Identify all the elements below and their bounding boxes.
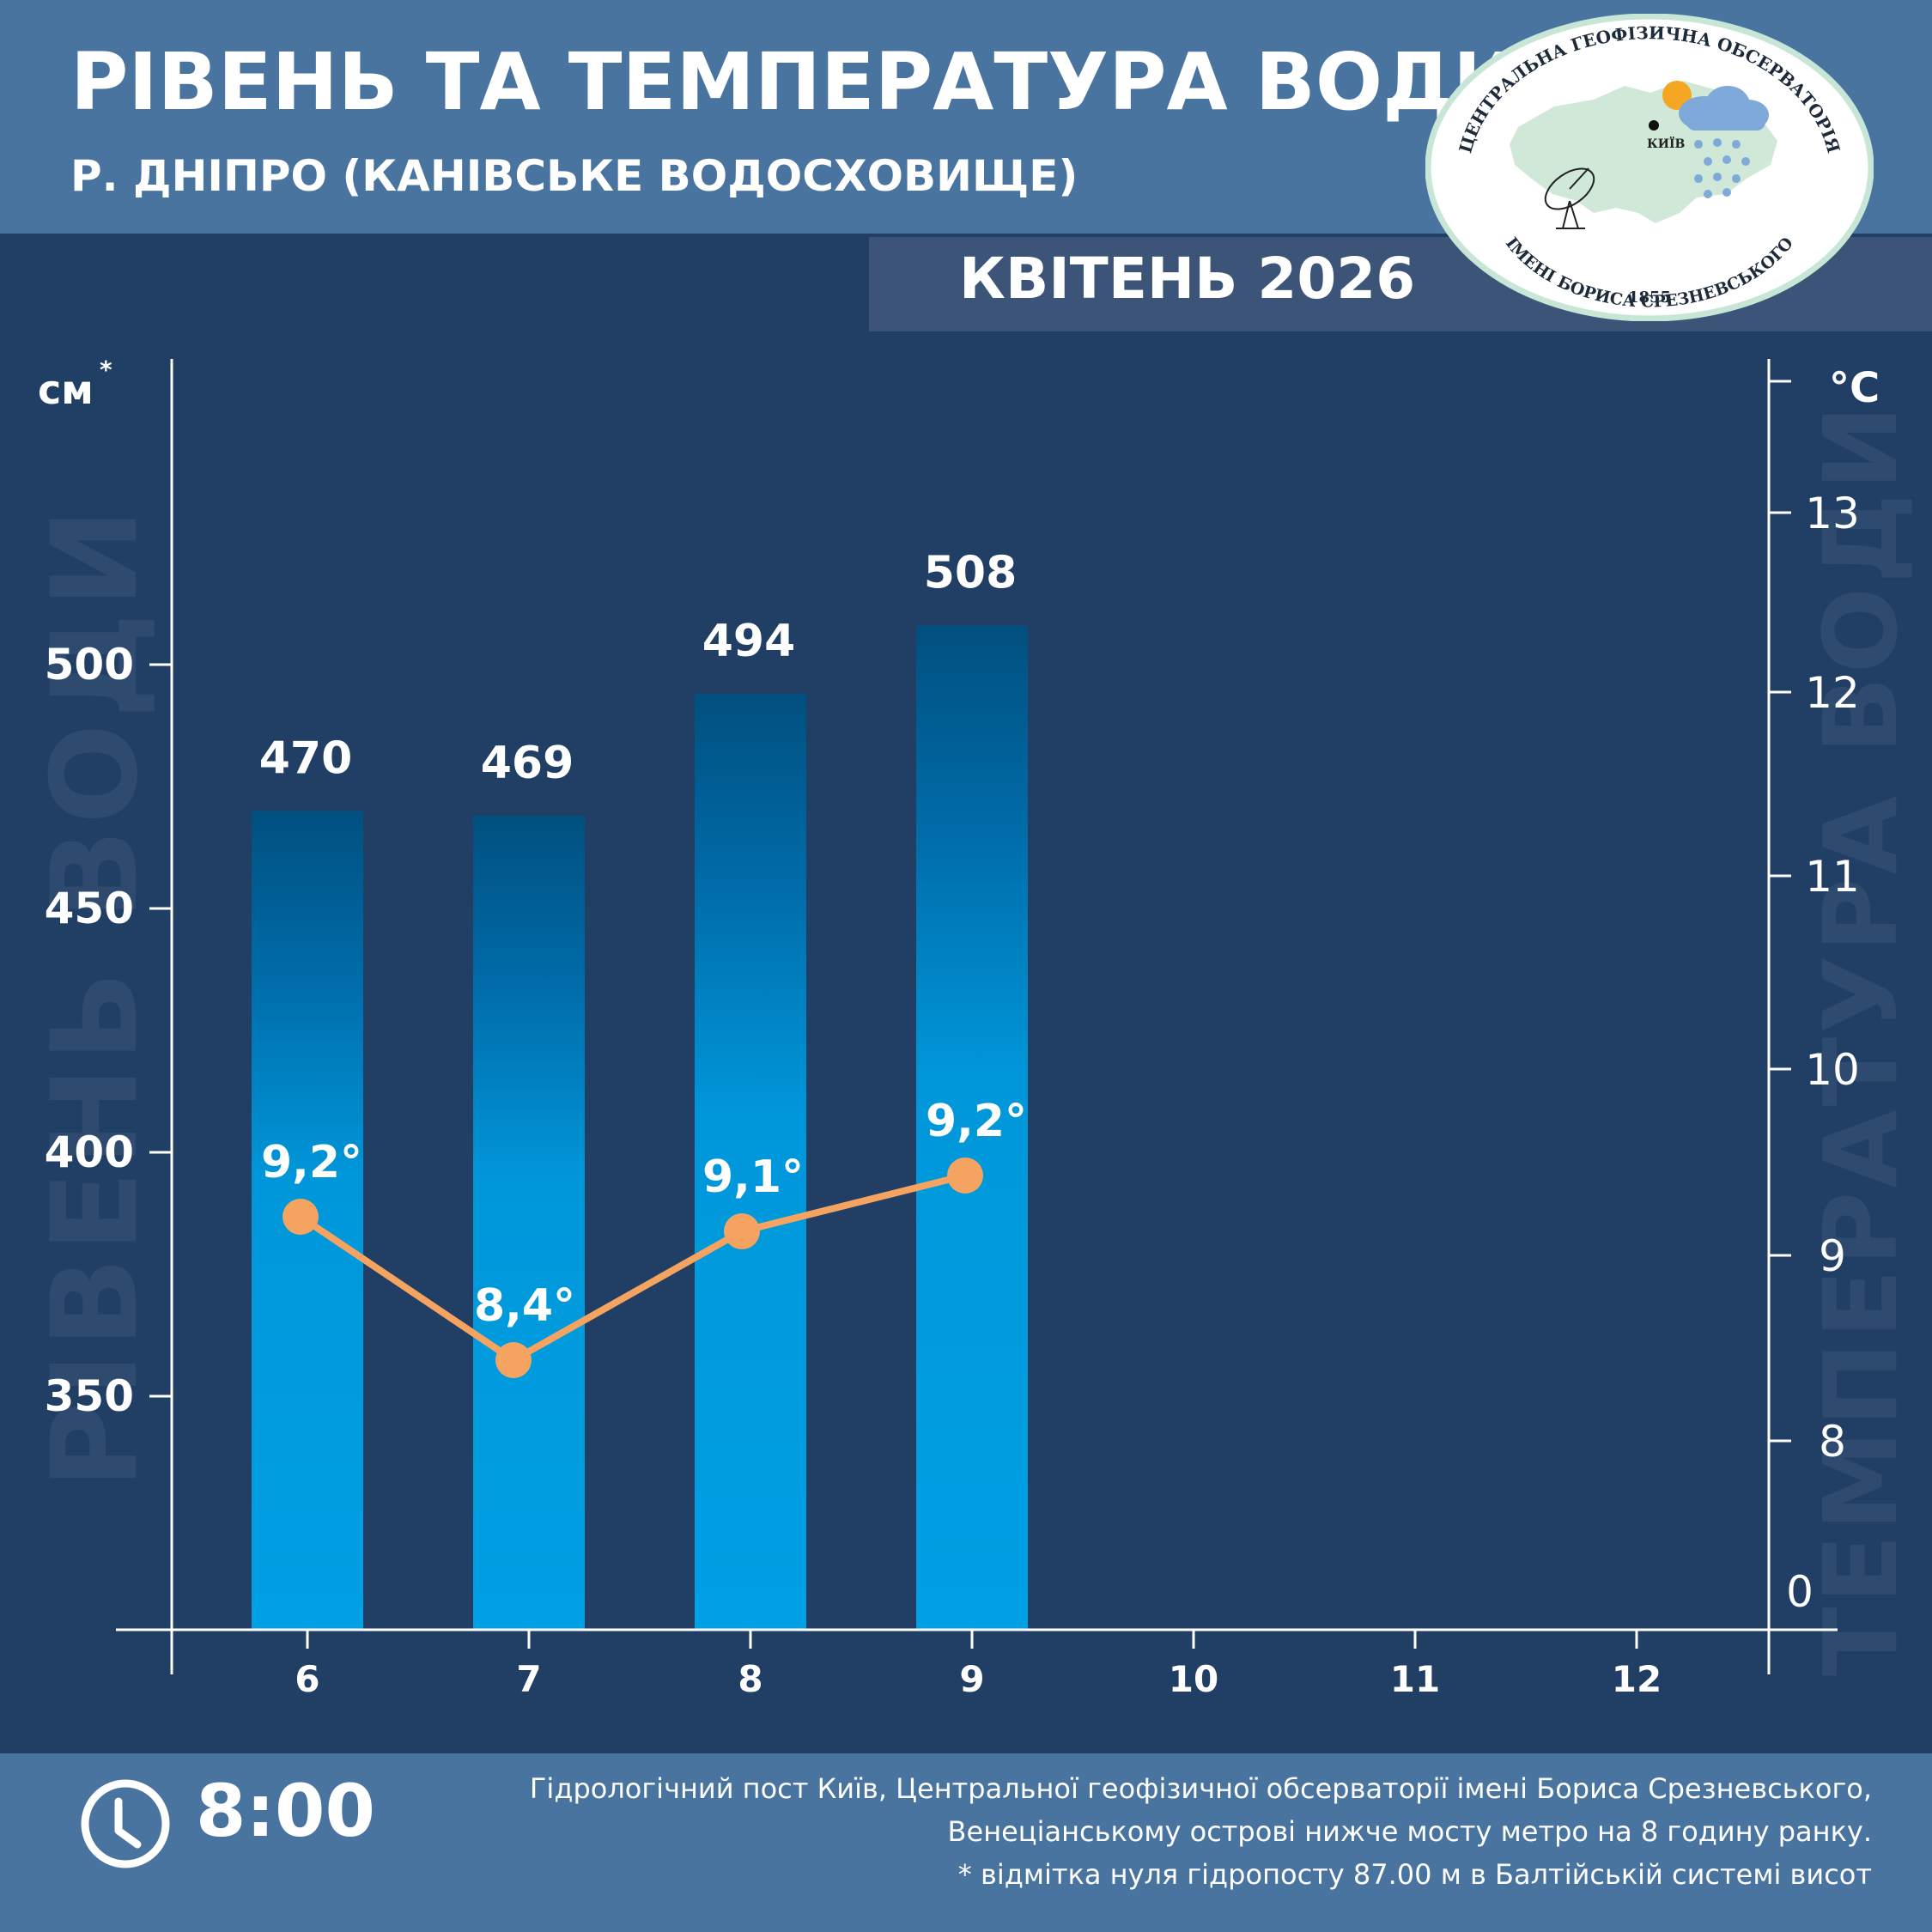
- page-subtitle: Р. ДНІПРО (КАНІВСЬКЕ ВОДОСХОВИЩЕ): [70, 151, 1078, 201]
- temperature-line: [298, 1172, 966, 1364]
- observatory-logo: КИЇВ ЦЕНТРАЛЬНА ГЕОФІЗИЧНА ОБСЕРВАТОРІЯ …: [1425, 14, 1874, 321]
- bar: [695, 694, 806, 1630]
- footer-band: [0, 1753, 1932, 1932]
- clock-icon: [81, 1779, 170, 1868]
- page-title: РІВЕНЬ ТА ТЕМПЕРАТУРА ВОДИ: [70, 36, 1519, 128]
- temperature-label: 9,2°: [926, 1096, 1027, 1147]
- x-tick-label: 12: [1612, 1658, 1662, 1700]
- observation-time: 8:00: [196, 1769, 375, 1853]
- bar-value-label: 470: [259, 732, 353, 784]
- y-right-tick-label: 10: [1805, 1045, 1860, 1095]
- temperature-label: 9,2°: [261, 1137, 362, 1188]
- temperature-label: 9,1°: [702, 1151, 804, 1203]
- x-tick-label: 9: [959, 1658, 984, 1700]
- rain-drops-icon: [1694, 138, 1750, 198]
- x-tick-label: 8: [738, 1658, 762, 1700]
- y-right-tick-label: 11: [1805, 852, 1860, 902]
- bar-value-label: 508: [924, 548, 1018, 599]
- y-left-tick-label: 450: [45, 884, 134, 933]
- y-left-tick-label: 350: [45, 1371, 134, 1421]
- radar-dish-icon: [1544, 167, 1595, 229]
- bar: [473, 816, 585, 1630]
- y-right-tick-label: 9: [1819, 1231, 1846, 1281]
- x-tick-label: 11: [1390, 1658, 1440, 1700]
- chart-area: РІВЕНЬ ВОДИ ТЕМПЕРАТУРА ВОДИ 470 469 494 508…: [26, 355, 1920, 1700]
- bar-value-label: 494: [702, 616, 796, 667]
- y-left-unit-mark: *: [100, 355, 112, 384]
- y-left-tick-label: 500: [45, 640, 134, 690]
- y-right-unit: °C: [1829, 364, 1880, 412]
- y-left-axis-title: РІВЕНЬ ВОДИ: [26, 503, 164, 1489]
- x-tick-label: 10: [1169, 1658, 1218, 1700]
- temperature-point: [495, 1342, 532, 1378]
- temperature-point: [283, 1199, 319, 1235]
- y-right-tick-label: 12: [1805, 668, 1860, 718]
- footnote-line: * відмітка нуля гідропосту 87.00 м в Бал…: [957, 1858, 1872, 1891]
- footnote: Гідрологічний пост Київ, Центральної гео…: [530, 1767, 1872, 1896]
- bar: [916, 625, 1028, 1630]
- y-right-tick-label: 8: [1819, 1417, 1846, 1467]
- footnote-line: Гідрологічний пост Київ, Центральної гео…: [529, 1772, 1872, 1805]
- cloud-icon: [1679, 86, 1769, 131]
- y-left-tick-label: 400: [45, 1127, 134, 1177]
- temperature-label: 8,4°: [474, 1280, 575, 1332]
- kyiv-dot-icon: [1649, 120, 1659, 131]
- y-left-unit: см: [38, 367, 94, 413]
- logo-city: КИЇВ: [1647, 135, 1686, 151]
- sun-icon: [1662, 81, 1692, 110]
- x-tick-label: 6: [295, 1658, 319, 1700]
- y-right-axis-title: ТЕМПЕРАТУРА ВОДИ: [1801, 402, 1920, 1676]
- bar-value-label: 469: [481, 738, 574, 789]
- footnote-line: Венеціанському острові нижче мосту метро…: [947, 1815, 1872, 1848]
- temperature-point: [724, 1213, 760, 1249]
- y-right-tick-label: 0: [1786, 1567, 1814, 1617]
- logo-year: 1855: [1628, 289, 1671, 307]
- temperature-point: [947, 1157, 983, 1194]
- month-label: КВІТЕНЬ 2026: [959, 246, 1416, 312]
- y-right-tick-label: 13: [1805, 489, 1860, 538]
- x-tick-label: 7: [516, 1658, 541, 1700]
